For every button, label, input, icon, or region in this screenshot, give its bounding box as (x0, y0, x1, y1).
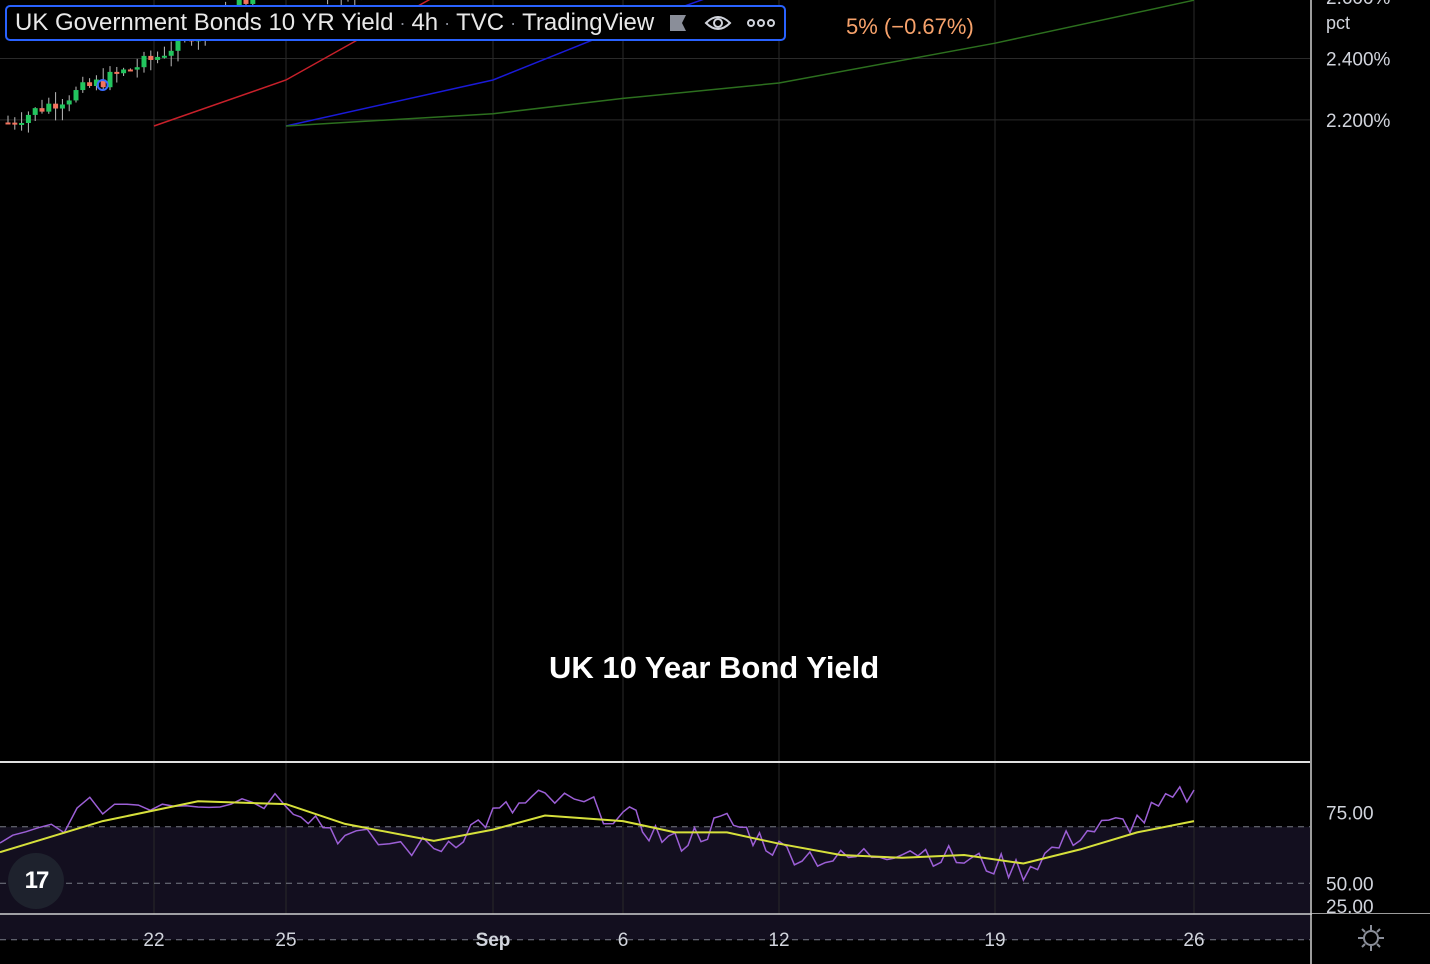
rsi-tick-label: 50.00 (1326, 874, 1374, 895)
candle-body (32, 108, 38, 115)
candle-body (73, 90, 79, 101)
candle-body (39, 108, 45, 112)
chart-title: UK 10 Year Bond Yield (549, 650, 880, 685)
eye-icon[interactable] (704, 13, 732, 33)
candle-body (87, 82, 93, 86)
time-tick-label: 22 (143, 930, 164, 951)
candle-body (59, 104, 65, 109)
candle-body (53, 103, 59, 109)
candle-body (12, 122, 18, 125)
symbol-legend[interactable]: UK Government Bonds 10 YR Yield · 4h · T… (5, 5, 787, 41)
price-tick-label: 2.200% (1326, 111, 1391, 132)
candle-body (155, 56, 161, 60)
candle-body (25, 114, 31, 123)
exchange-label: TVC (456, 9, 505, 36)
price-tick-label: 2.600% (1326, 0, 1391, 9)
time-tick-label: 6 (618, 930, 629, 951)
tradingview-logo[interactable]: 17 (8, 853, 64, 909)
candle-body (250, 0, 256, 4)
time-tick-label: Sep (476, 930, 511, 951)
more-dots-icon[interactable] (746, 13, 776, 33)
candle-body (66, 100, 72, 105)
legend-separator: · (444, 12, 451, 33)
rsi-ma-line (0, 800, 1195, 865)
candle-body (19, 122, 25, 125)
candle-body (236, 0, 242, 8)
time-tick-label: 19 (984, 930, 1005, 951)
flag-icon[interactable] (668, 13, 690, 33)
interval-label: 4h (411, 9, 439, 36)
time-tick-label: 26 (1183, 930, 1204, 951)
rsi-tick-label: 25.00 (1326, 897, 1374, 918)
candle-body (175, 35, 181, 51)
candle-body (93, 79, 99, 86)
time-tick-label: 25 (275, 930, 296, 951)
price-tick-label: 2.400% (1326, 50, 1391, 71)
candle-body (107, 71, 113, 88)
candle-body (100, 79, 106, 88)
candle-body (161, 55, 167, 58)
price-change: 5% (−0.67%) (846, 14, 974, 39)
price-unit-label: pct (1326, 13, 1350, 33)
moving-average-line-1 (153, 0, 431, 127)
candle-body (5, 122, 11, 125)
symbol-name: UK Government Bonds 10 YR Yield (15, 9, 394, 36)
legend-separator: · (510, 12, 517, 33)
candle-body (141, 55, 147, 68)
candle-body (148, 55, 154, 60)
time-tick-label: 12 (768, 930, 789, 951)
candle-body (243, 0, 249, 4)
candle-body (134, 67, 140, 70)
moving-average-line-3 (285, 0, 1195, 127)
candle-body (80, 82, 86, 91)
legend-separator: · (399, 12, 406, 33)
source-label: TradingView (522, 9, 655, 36)
candle-body (121, 69, 127, 74)
candle-body (46, 103, 52, 112)
logo-text: 17 (24, 867, 50, 894)
candle-body (114, 71, 120, 74)
candle-body (168, 50, 174, 56)
gear-icon[interactable] (1357, 924, 1385, 952)
axis-mask (1312, 914, 1430, 917)
event-marker-icon (96, 78, 109, 91)
moving-average-line-2 (285, 0, 704, 127)
rsi-tick-label: 75.00 (1326, 804, 1374, 825)
candle-body (127, 69, 133, 72)
